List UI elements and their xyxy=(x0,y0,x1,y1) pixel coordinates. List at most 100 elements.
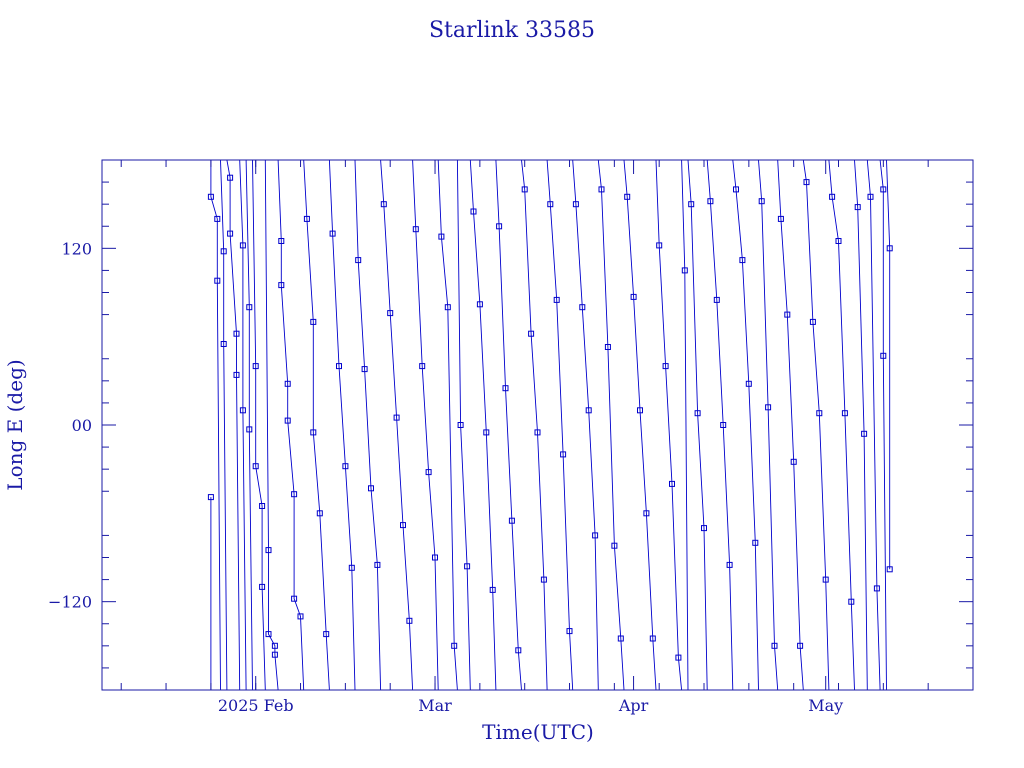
data-point-marker xyxy=(444,304,451,311)
data-point-marker xyxy=(797,642,804,649)
data-point-marker xyxy=(880,352,887,359)
data-point-marker xyxy=(303,215,310,222)
data-point-marker xyxy=(342,463,349,470)
data-point-marker xyxy=(822,576,829,583)
data-point-marker xyxy=(771,642,778,649)
x-tick-label: May xyxy=(808,696,843,715)
data-point-marker xyxy=(470,208,477,215)
data-point-marker xyxy=(374,561,381,568)
data-point-marker xyxy=(873,585,880,592)
data-point-marker xyxy=(252,363,259,370)
data-point-marker xyxy=(259,503,266,509)
data-point-marker xyxy=(624,193,631,200)
data-point-marker xyxy=(765,404,772,411)
data-point-marker xyxy=(239,407,246,414)
data-point-marker xyxy=(508,517,515,524)
data-point-marker xyxy=(432,554,438,561)
data-point-marker xyxy=(233,371,240,378)
data-point-marker xyxy=(585,407,592,414)
data-point-marker xyxy=(207,494,214,501)
data-point-marker xyxy=(790,458,797,465)
y-tick-label: −120 xyxy=(48,593,92,612)
data-point-marker xyxy=(560,451,567,458)
data-point-marker xyxy=(867,193,874,200)
data-point-marker xyxy=(656,242,663,249)
data-point-marker xyxy=(707,198,714,205)
data-point-marker xyxy=(310,429,317,436)
data-point-marker xyxy=(502,385,509,392)
data-point-marker xyxy=(886,245,893,252)
data-point-marker xyxy=(259,583,266,590)
data-point-marker xyxy=(553,296,560,303)
data-point-marker xyxy=(669,480,675,487)
data-point-marker xyxy=(579,304,586,311)
data-point-marker xyxy=(540,576,547,583)
x-tick-label: Mar xyxy=(418,696,452,715)
data-point-marker xyxy=(611,542,618,549)
data-point-marker xyxy=(758,198,765,205)
data-point-marker xyxy=(291,595,298,602)
data-point-marker xyxy=(816,410,823,417)
data-point-marker xyxy=(246,304,253,311)
data-point-marker xyxy=(387,310,394,317)
data-point-marker xyxy=(752,539,759,546)
data-point-marker xyxy=(329,230,336,237)
data-point-marker xyxy=(476,301,483,308)
data-point-marker xyxy=(726,561,733,568)
data-point-marker xyxy=(630,293,637,300)
data-point-marker xyxy=(438,233,445,240)
data-point-marker xyxy=(278,238,285,244)
data-point-marker xyxy=(643,510,650,517)
data-point-marker xyxy=(592,532,599,539)
data-point-marker xyxy=(220,248,227,255)
data-point-marker xyxy=(848,598,855,605)
data-point-marker xyxy=(265,547,272,554)
data-point-marker xyxy=(598,186,605,193)
data-point-marker xyxy=(348,564,355,571)
data-point-marker xyxy=(291,491,298,498)
data-point-marker xyxy=(214,215,221,222)
data-point-marker xyxy=(323,631,330,638)
chart-title: Starlink 33585 xyxy=(429,18,595,43)
data-point-marker xyxy=(803,179,810,186)
data-point-marker xyxy=(227,230,234,237)
data-point-marker xyxy=(745,380,752,387)
data-point-marker xyxy=(733,186,739,193)
data-point-marker xyxy=(886,566,893,573)
data-point-marker xyxy=(380,201,387,208)
data-point-marker xyxy=(451,642,458,649)
data-point-marker xyxy=(701,525,707,532)
data-point-marker xyxy=(483,429,490,436)
plot-frame xyxy=(101,159,974,691)
axis-ticks: 120 00 −120 2025 Feb Mar Apr May xyxy=(48,160,974,715)
data-point-marker xyxy=(297,613,304,620)
data-point-marker xyxy=(336,363,342,370)
y-axis-label: Long E (deg) xyxy=(3,359,27,490)
data-point-marker xyxy=(393,414,400,421)
y-tick-label: 00 xyxy=(72,416,92,435)
data-point-marker xyxy=(521,186,528,193)
data-point-marker xyxy=(457,422,464,428)
data-point-marker xyxy=(227,174,234,181)
data-point-marker xyxy=(777,215,784,222)
data-point-marker xyxy=(617,635,624,642)
data-point-marker xyxy=(271,642,278,649)
x-axis-label: Time(UTC) xyxy=(482,720,594,744)
data-point-marker xyxy=(739,257,746,264)
y-tick-label: 120 xyxy=(61,239,92,258)
data-point-marker xyxy=(278,282,285,289)
series-line xyxy=(210,159,891,691)
data-point-marker xyxy=(528,330,535,337)
data-point-marker xyxy=(406,617,413,624)
data-point-marker xyxy=(854,204,861,211)
data-point-marker xyxy=(681,267,688,274)
data-point-marker xyxy=(861,430,868,437)
data-point-marker xyxy=(464,563,471,570)
data-point-marker xyxy=(566,628,573,635)
plot-lines xyxy=(210,159,891,691)
data-point-marker xyxy=(841,410,848,417)
data-point-marker xyxy=(246,426,253,433)
data-point-marker xyxy=(233,330,240,337)
data-point-marker xyxy=(361,366,368,373)
